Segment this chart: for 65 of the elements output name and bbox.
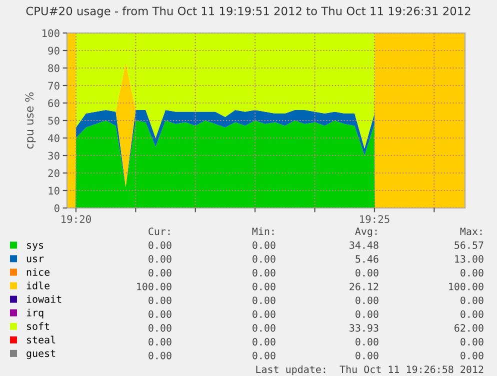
legend-label: iowait: [26, 295, 62, 303]
text: 56.57: [454, 241, 484, 249]
text: 0.00: [148, 324, 172, 332]
legend-label: irq: [26, 308, 44, 318]
text: Avg:: [355, 228, 377, 238]
text: 0.00: [460, 310, 484, 318]
x-tick-label: 19:20: [62, 215, 91, 224]
text: 0.00: [148, 296, 172, 304]
y-tick-label: 20: [48, 169, 60, 178]
legend-label: sys: [27, 243, 44, 251]
text: 0.00: [356, 268, 378, 277]
x-tick-label: 19:25: [360, 215, 390, 224]
y-tick-label: 70: [48, 82, 60, 90]
legend-label: soft: [27, 322, 50, 330]
text: Min:: [252, 227, 274, 235]
y-tick-label: 90: [48, 46, 60, 55]
text: 34.48: [350, 241, 378, 249]
legend-label: idle: [26, 282, 50, 290]
legend-label: usr: [26, 256, 44, 262]
text: 26.12: [350, 282, 378, 290]
text: Last update: Thu Oct 11 19:26:58 2012: [256, 365, 484, 376]
text: 100.00: [137, 282, 172, 290]
text: 0.00: [252, 296, 276, 304]
text: 0.00: [460, 296, 484, 304]
text: 62.00: [454, 324, 484, 332]
text: Max:: [460, 228, 482, 236]
text: 0.00: [356, 310, 378, 318]
text: 0.00: [252, 282, 276, 290]
y-tick-label: 80: [48, 64, 60, 72]
text: 0.00: [148, 310, 172, 318]
y-tick-label: 60: [48, 99, 60, 108]
y-axis-title: cpu use %: [25, 92, 36, 149]
text: 0.00: [148, 268, 172, 277]
text: 0.00: [460, 268, 484, 277]
legend-label: steal: [27, 336, 56, 344]
text: 0.00: [252, 241, 276, 249]
text: 0.00: [148, 352, 172, 360]
text: 0.00: [252, 338, 276, 346]
text: 0.00: [148, 241, 172, 249]
text: 0.00: [148, 255, 172, 263]
text: 0.00: [252, 352, 276, 360]
text: 0.00: [148, 338, 172, 346]
text: 13.00: [455, 255, 484, 263]
text: 0.00: [356, 352, 378, 360]
text: 100.00: [449, 282, 484, 290]
y-tick-label: 0: [54, 204, 60, 212]
text: 33.93: [350, 324, 378, 332]
legend-label: guest: [26, 350, 56, 360]
text: 0.00: [252, 324, 276, 332]
text: 0.00: [252, 268, 276, 277]
text: 5.46: [356, 255, 378, 263]
text: 0.00: [460, 338, 484, 346]
text: 0.00: [252, 310, 276, 318]
y-tick-label: 40: [48, 134, 60, 142]
legend-label: nice: [26, 268, 50, 276]
y-tick-label: 10: [48, 186, 60, 195]
text: 0.00: [356, 338, 378, 346]
chart-title: CPU#20 usage - from Thu Oct 11 19:19:51 2012 to Thu Oct 11 19:26:31 2012: [26, 6, 470, 18]
text: 0.00: [460, 352, 484, 360]
y-tick-label: 100: [42, 29, 60, 38]
y-tick-label: 30: [48, 152, 60, 160]
text: 0.00: [252, 255, 276, 263]
text: Cur:: [148, 228, 170, 236]
text: 0.00: [356, 296, 378, 304]
y-tick-label: 50: [48, 116, 60, 125]
